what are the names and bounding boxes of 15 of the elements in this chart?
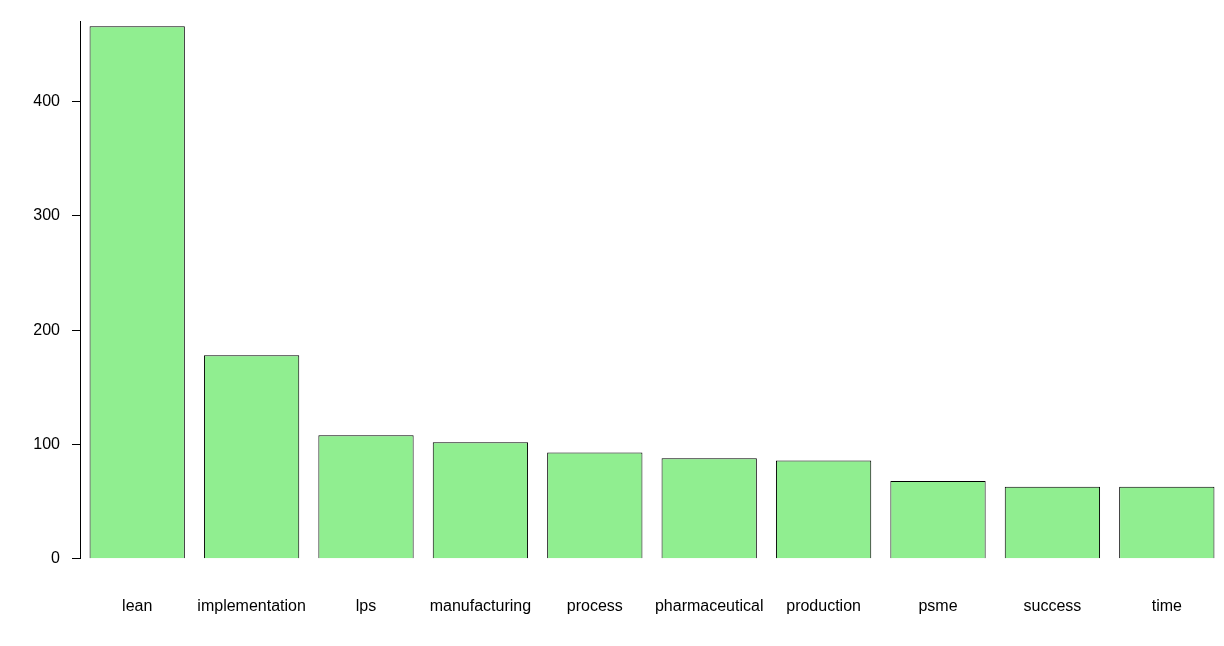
y-tick-label: 100 — [33, 434, 61, 452]
y-tick-label: 0 — [51, 549, 61, 567]
y-tick-label: 400 — [33, 92, 61, 110]
x-tick-label: lps — [355, 596, 377, 614]
x-tick-label: psme — [918, 596, 958, 614]
x-tick-label: production — [786, 596, 861, 614]
x-tick-label: manufacturing — [429, 596, 532, 614]
x-tick-label: lean — [122, 596, 153, 614]
x-tick-label: implementation — [197, 596, 306, 614]
y-tick-label: 300 — [33, 206, 61, 224]
x-tick-label: pharmaceutical — [654, 596, 764, 614]
y-tick-label: 200 — [33, 320, 61, 338]
x-tick-label: success — [1023, 596, 1082, 614]
x-tick-label: process — [566, 596, 623, 614]
x-tick-label: time — [1151, 596, 1183, 614]
